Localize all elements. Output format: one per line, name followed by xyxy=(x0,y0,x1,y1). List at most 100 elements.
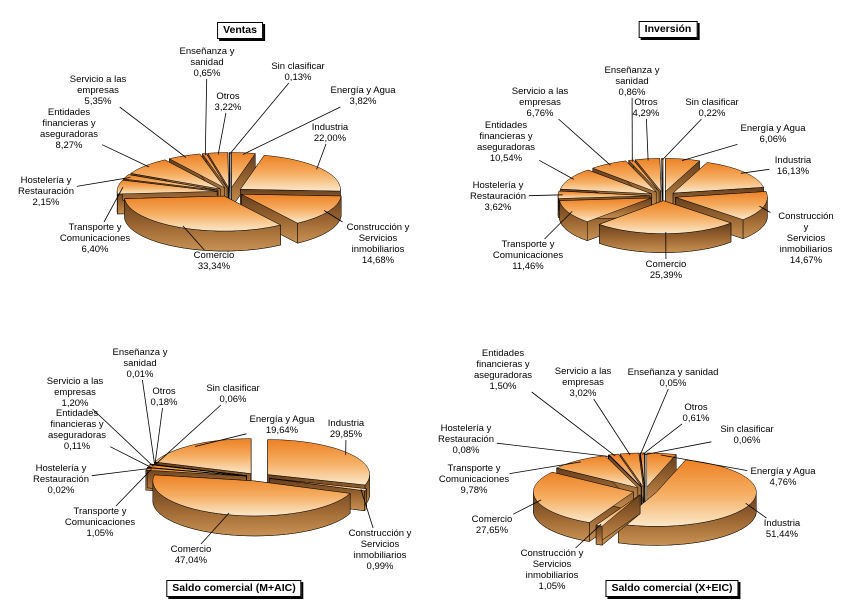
leader-line xyxy=(91,467,153,477)
slice-label: Transporte y Comunicaciones 9,78% xyxy=(438,463,510,496)
slice-label: Energía y Agua 6,06% xyxy=(740,123,806,145)
leader-line xyxy=(539,159,574,180)
slice-label: Sin clasificar 0,06% xyxy=(206,383,260,405)
slice-label: Otros 3,22% xyxy=(214,91,242,113)
chart-title-saldo-x-eic: Saldo comercial (X+EIC) xyxy=(605,580,739,597)
slice-label: Energía y Agua 3,82% xyxy=(330,85,396,107)
slice-label: Comercio 25,39% xyxy=(645,259,687,281)
slice-label: Enseñanza y sanidad 0,86% xyxy=(604,65,660,98)
leader-line xyxy=(76,177,131,187)
leader-line xyxy=(642,423,683,455)
slice-top-face xyxy=(240,155,341,192)
slice-label: Hostelería y Restauración 0,02% xyxy=(33,463,89,496)
leader-line xyxy=(660,454,748,471)
slice-label: Industria 29,85% xyxy=(327,418,365,440)
leader-line xyxy=(229,82,290,155)
leader-line xyxy=(102,144,150,168)
slice-label: Comercio 33,34% xyxy=(193,250,235,272)
slice-top-face xyxy=(665,158,700,192)
slice-label: Otros 0,18% xyxy=(150,386,178,408)
slice-top-face xyxy=(267,439,370,486)
pie-chart-2 xyxy=(91,379,374,545)
slice-label: Entidades financieras y aseguradoras 8,2… xyxy=(39,107,99,151)
slice-label: Transporte y Comunicaciones 1,05% xyxy=(64,506,136,539)
slice-label: Energía y Agua 19,64% xyxy=(249,414,315,436)
leader-line xyxy=(544,211,573,240)
slice-label: Enseñanza y sanidad 0,01% xyxy=(112,347,168,380)
slice-top-face xyxy=(609,453,642,488)
pie-slice xyxy=(618,459,757,546)
leader-line xyxy=(182,225,205,251)
slice-top-face xyxy=(608,454,642,488)
pie-chart-0 xyxy=(76,78,343,252)
slice-top-face xyxy=(241,193,342,224)
pie-chart-1 xyxy=(528,97,771,260)
slice-label: Servicio a las empresas 3,02% xyxy=(554,366,612,399)
leader-line xyxy=(110,446,153,469)
slice-top-face xyxy=(628,159,660,192)
leader-line xyxy=(759,205,771,213)
slice-label: Sin clasificar 0,13% xyxy=(271,61,325,83)
slice-label: Hostelería y Restauración 3,62% xyxy=(470,180,526,213)
leader-line xyxy=(200,512,230,545)
slice-label: Construcción y Servicios inmobiliarios 1… xyxy=(778,211,834,266)
slice-label: Transporte y Comunicaciones 11,46% xyxy=(492,239,564,272)
slice-label: Industria 22,00% xyxy=(311,122,349,144)
chart-title-saldo-m-aic: Saldo comercial (M+AIC) xyxy=(166,580,302,597)
leader-line xyxy=(509,461,582,474)
slice-label: Entidades financieras y aseguradoras 10,… xyxy=(476,120,536,164)
slice-top-face xyxy=(635,158,662,192)
leader-line xyxy=(217,112,227,155)
slice-top-face xyxy=(207,152,229,188)
leader-line xyxy=(531,391,616,457)
leader-line xyxy=(92,408,154,467)
slice-top-face xyxy=(269,478,367,492)
slice-top-face xyxy=(116,179,218,195)
slice-top-face xyxy=(231,152,256,188)
leader-line xyxy=(119,106,187,158)
leader-line xyxy=(195,433,247,447)
leader-line xyxy=(103,187,124,223)
slice-label: Otros 4,29% xyxy=(632,97,660,119)
leader-line xyxy=(496,442,611,457)
slice-top-face xyxy=(592,160,657,193)
leader-line xyxy=(558,118,611,166)
pie-slice xyxy=(152,474,351,537)
slice-top-face xyxy=(646,452,677,488)
slice-label: Comercio 27,65% xyxy=(471,514,513,536)
leader-line xyxy=(644,441,712,455)
slice-label: Energía y Agua 4,76% xyxy=(750,466,816,488)
leader-line xyxy=(745,502,767,519)
leader-line xyxy=(646,118,649,161)
slice-top-face xyxy=(154,438,252,474)
slice-label: Construcción y Servicios inmobiliarios 0… xyxy=(348,528,412,572)
leader-line xyxy=(639,388,669,455)
slice-top-face xyxy=(130,159,221,190)
leader-line xyxy=(593,398,631,456)
slice-label: Sin clasificar 0,06% xyxy=(720,424,774,446)
slice-label: Hostelería y Restauración 0,08% xyxy=(438,423,494,456)
chart-title-inversion: Inversión xyxy=(638,21,698,38)
chart-title-ventas: Ventas xyxy=(217,22,263,39)
slice-top-face xyxy=(228,152,231,188)
slice-top-face xyxy=(560,169,652,195)
leader-line xyxy=(316,143,327,170)
pie-chart-3 xyxy=(496,388,767,549)
slice-label: Industria 51,44% xyxy=(763,518,801,540)
leader-line xyxy=(242,106,341,155)
slice-top-face xyxy=(672,162,764,194)
slice-top-face xyxy=(661,158,664,192)
slice-label: Transporte y Comunicaciones 6,40% xyxy=(59,222,131,255)
slice-label: Otros 0,61% xyxy=(682,402,710,424)
leader-line xyxy=(681,144,738,161)
leader-line xyxy=(528,194,563,197)
leader-line xyxy=(740,168,770,174)
slice-label: Comercio 47,04% xyxy=(170,544,212,566)
pie-slice xyxy=(124,195,281,252)
slice-top-face xyxy=(639,452,645,488)
slice-label: Industria 16,13% xyxy=(774,155,812,177)
slice-label: Construcción y Servicios inmobiliarios 1… xyxy=(520,548,584,592)
leader-line xyxy=(360,489,374,529)
